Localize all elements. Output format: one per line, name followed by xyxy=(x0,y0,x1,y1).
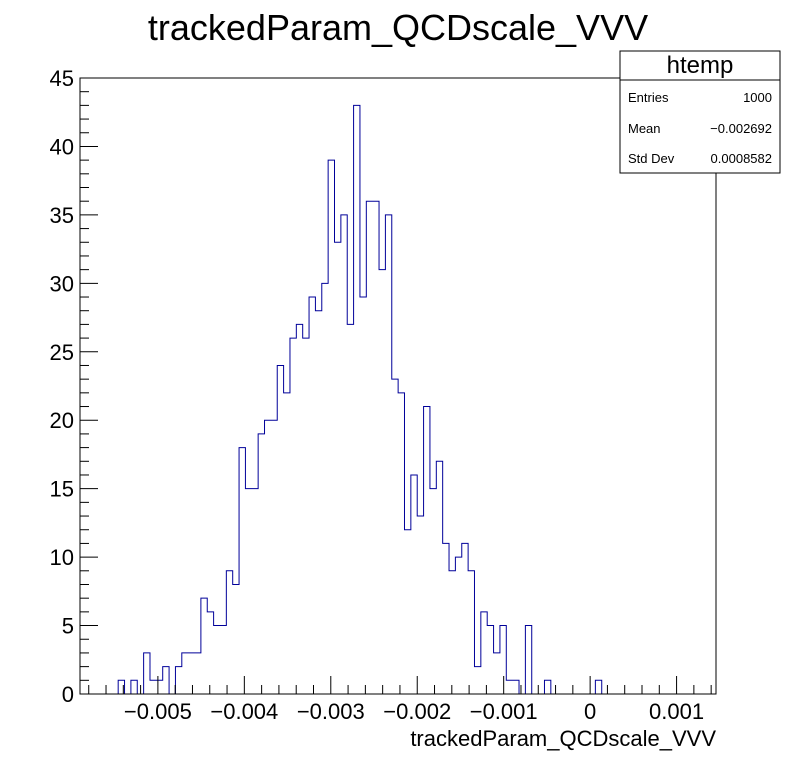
y-tick-label: 0 xyxy=(62,682,74,707)
y-tick-label: 20 xyxy=(50,408,74,433)
plot-frame xyxy=(79,77,717,695)
y-tick-label: 10 xyxy=(50,545,74,570)
x-tick-label: 0 xyxy=(584,699,596,724)
x-tick-label: −0.005 xyxy=(124,699,192,724)
histogram-layer xyxy=(80,104,717,695)
stats-box: htemp Entries 1000 Mean −0.002692 Std De… xyxy=(619,50,781,174)
y-tick-label: 5 xyxy=(62,614,74,639)
y-tick-label: 35 xyxy=(50,203,74,228)
y-tick-label: 25 xyxy=(50,340,74,365)
y-tick-label: 40 xyxy=(50,134,74,159)
stats-entries-label: Entries xyxy=(628,90,669,105)
axes-layer: −0.005 −0.004 −0.003 −0.002 −0.001 0 0.001 0 5 10… xyxy=(50,66,717,724)
x-tick-label: 0.001 xyxy=(649,699,704,724)
y-tick-label: 45 xyxy=(50,66,74,91)
chart-title: trackedParam_QCDscale_VVV xyxy=(148,7,648,48)
x-tick-label: −0.004 xyxy=(210,699,278,724)
x-tick-label: −0.001 xyxy=(470,699,538,724)
y-tick-label: 15 xyxy=(50,477,74,502)
stats-mean-label: Mean xyxy=(628,121,661,136)
stats-mean-value: −0.002692 xyxy=(710,121,772,136)
x-tick-label: −0.002 xyxy=(383,699,451,724)
x-axis-label: trackedParam_QCDscale_VVV xyxy=(410,726,716,751)
stats-entries-value: 1000 xyxy=(743,90,772,105)
histogram-line xyxy=(80,104,717,695)
stats-box-title: htemp xyxy=(667,52,734,79)
x-tick-label: −0.003 xyxy=(297,699,365,724)
stats-box-frame xyxy=(619,50,781,174)
stats-stddev-label: Std Dev xyxy=(628,151,675,166)
stats-stddev-value: 0.0008582 xyxy=(711,151,772,166)
y-tick-label: 30 xyxy=(50,271,74,296)
